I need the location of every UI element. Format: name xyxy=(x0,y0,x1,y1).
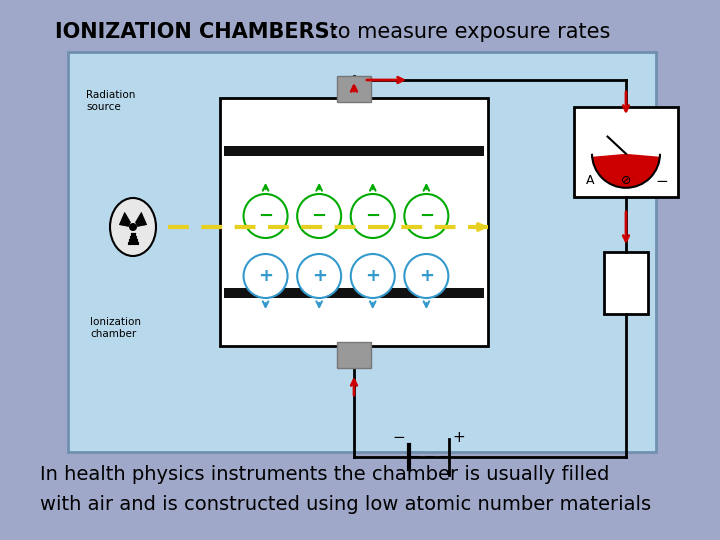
Text: Ionization
chamber: Ionization chamber xyxy=(90,317,141,339)
Ellipse shape xyxy=(110,198,156,256)
Text: −: − xyxy=(419,207,434,225)
Bar xyxy=(337,76,371,102)
Text: −: − xyxy=(392,429,405,444)
Text: −: − xyxy=(365,207,380,225)
Bar xyxy=(224,146,484,156)
Text: In health physics instruments the chamber is usually filled: In health physics instruments the chambe… xyxy=(40,465,609,484)
Text: to measure exposure rates: to measure exposure rates xyxy=(323,22,611,42)
Text: A: A xyxy=(586,174,594,187)
Text: ⊘: ⊘ xyxy=(621,174,631,187)
Circle shape xyxy=(351,254,395,298)
Circle shape xyxy=(243,254,287,298)
Text: IONIZATION CHAMBERS:: IONIZATION CHAMBERS: xyxy=(55,22,338,42)
Circle shape xyxy=(405,194,449,238)
Text: −: − xyxy=(656,173,668,188)
Bar xyxy=(220,98,488,346)
Text: +: + xyxy=(453,429,465,444)
Bar xyxy=(574,107,678,197)
Text: Radiation
source: Radiation source xyxy=(86,90,135,112)
Bar xyxy=(68,52,656,452)
Text: +: + xyxy=(312,267,327,285)
Circle shape xyxy=(297,194,341,238)
Bar xyxy=(604,252,648,314)
Circle shape xyxy=(129,223,137,231)
Text: +: + xyxy=(258,267,273,285)
Text: −: − xyxy=(258,207,273,225)
Bar xyxy=(337,342,371,368)
Wedge shape xyxy=(592,154,660,188)
Circle shape xyxy=(405,254,449,298)
Circle shape xyxy=(297,254,341,298)
Text: with air and is constructed using low atomic number materials: with air and is constructed using low at… xyxy=(40,496,651,515)
Text: −: − xyxy=(312,207,327,225)
Bar xyxy=(224,288,484,298)
Circle shape xyxy=(351,194,395,238)
Text: +: + xyxy=(365,267,380,285)
Text: +: + xyxy=(419,267,434,285)
Circle shape xyxy=(243,194,287,238)
